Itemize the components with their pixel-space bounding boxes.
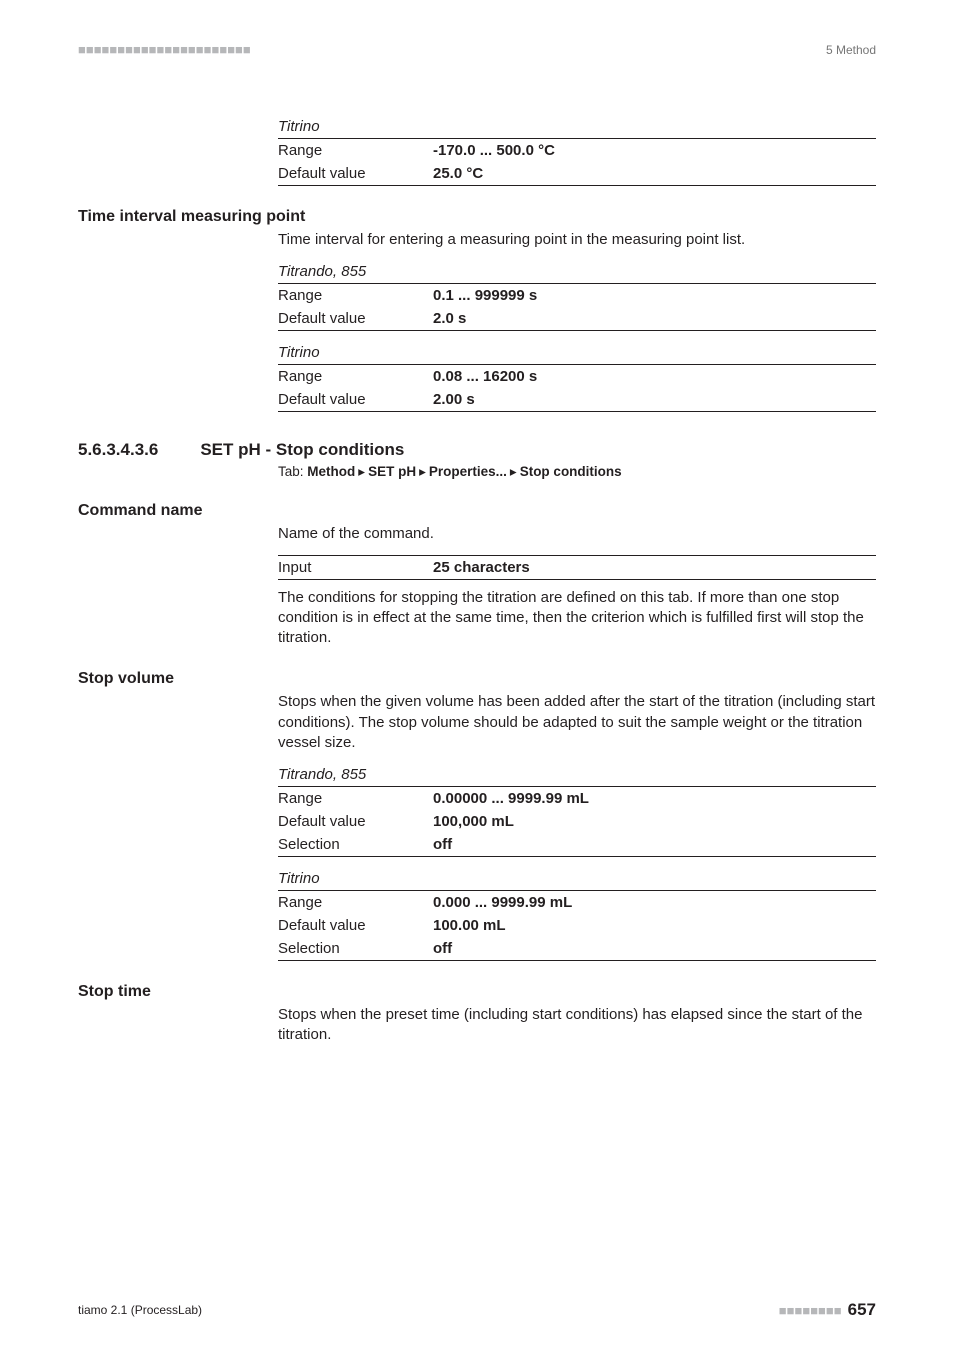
titrino-top-block: Titrino Range-170.0 ... 500.0 °C Default…: [278, 115, 876, 186]
param-key: Range: [278, 139, 433, 162]
param-value: 25 characters: [433, 555, 876, 579]
footer-right: ■■■■■■■■ 657: [779, 1300, 876, 1320]
tab-part: Method: [307, 464, 355, 479]
command-name-content: Name of the command. Input25 characters …: [278, 524, 876, 648]
page-number: 657: [848, 1300, 876, 1320]
heading-stop-time: Stop time: [78, 983, 876, 1001]
param-key: Range: [278, 365, 433, 388]
body-text: Time interval for entering a measuring p…: [278, 230, 876, 250]
param-table: Range0.00000 ... 9999.99 mL Default valu…: [278, 787, 876, 857]
param-key: Range: [278, 891, 433, 914]
param-table: Range-170.0 ... 500.0 °C Default value25…: [278, 139, 876, 186]
variant-block: Titrando, 855 Range0.1 ... 999999 s Defa…: [278, 260, 876, 331]
param-table: Range0.000 ... 9999.99 mL Default value1…: [278, 891, 876, 961]
param-key: Default value: [278, 162, 433, 186]
param-key: Selection: [278, 937, 433, 961]
footer-dashes: ■■■■■■■■: [779, 1303, 842, 1318]
section-heading-row: 5.6.3.4.3.6 SET pH - Stop conditions: [78, 440, 876, 460]
header-section-label: 5 Method: [826, 43, 876, 57]
param-key: Range: [278, 284, 433, 307]
param-key: Input: [278, 555, 433, 579]
heading-stop-volume: Stop volume: [78, 670, 876, 688]
time-interval-content: Time interval for entering a measuring p…: [278, 230, 876, 412]
param-value: 0.1 ... 999999 s: [433, 284, 876, 307]
body-text: Stops when the preset time (including st…: [278, 1005, 876, 1046]
stop-time-content: Stops when the preset time (including st…: [278, 1005, 876, 1046]
stop-volume-content: Stops when the given volume has been add…: [278, 692, 876, 961]
chevron-right-icon: ▸: [355, 464, 368, 479]
param-value: off: [433, 833, 876, 857]
heading-command-name: Command name: [78, 502, 876, 520]
chevron-right-icon: ▸: [507, 464, 520, 479]
input-table: Input25 characters: [278, 555, 876, 580]
param-key: Range: [278, 787, 433, 810]
param-value: 100.00 mL: [433, 914, 876, 937]
variant-block: Titrino Range0.08 ... 16200 s Default va…: [278, 341, 876, 412]
param-value: 0.000 ... 9999.99 mL: [433, 891, 876, 914]
body-text: Name of the command.: [278, 524, 876, 544]
param-value: 2.00 s: [433, 388, 876, 412]
tab-part: Properties...: [429, 464, 507, 479]
variant-label: Titrino: [278, 341, 876, 365]
param-key: Default value: [278, 388, 433, 412]
param-value: off: [433, 937, 876, 961]
param-key: Selection: [278, 833, 433, 857]
param-value: -170.0 ... 500.0 °C: [433, 139, 876, 162]
param-value: 2.0 s: [433, 307, 876, 331]
param-value: 100,000 mL: [433, 810, 876, 833]
param-value: 0.00000 ... 9999.99 mL: [433, 787, 876, 810]
param-key: Default value: [278, 810, 433, 833]
variant-block: Titrino Range0.000 ... 9999.99 mL Defaul…: [278, 867, 876, 961]
param-key: Default value: [278, 307, 433, 331]
tab-part: SET pH: [368, 464, 416, 479]
page: ■■■■■■■■■■■■■■■■■■■■■■ 5 Method Titrino …: [0, 0, 954, 1350]
section-title: SET pH - Stop conditions: [200, 440, 404, 460]
footer: tiamo 2.1 (ProcessLab) ■■■■■■■■ 657: [78, 1300, 876, 1320]
variant-block: Titrando, 855 Range0.00000 ... 9999.99 m…: [278, 763, 876, 857]
variant-label: Titrando, 855: [278, 763, 876, 787]
param-table: Range0.08 ... 16200 s Default value2.00 …: [278, 365, 876, 412]
variant-label: Titrino: [278, 115, 876, 139]
param-value: 25.0 °C: [433, 162, 876, 186]
variant-label: Titrando, 855: [278, 260, 876, 284]
param-table: Range0.1 ... 999999 s Default value2.0 s: [278, 284, 876, 331]
tab-part: Stop conditions: [520, 464, 622, 479]
footer-product: tiamo 2.1 (ProcessLab): [78, 1303, 202, 1317]
tab-label: Tab:: [278, 464, 304, 479]
header-dashes: ■■■■■■■■■■■■■■■■■■■■■■: [78, 42, 251, 57]
section-number: 5.6.3.4.3.6: [78, 440, 158, 460]
variant-label: Titrino: [278, 867, 876, 891]
chevron-right-icon: ▸: [416, 464, 429, 479]
param-value: 0.08 ... 16200 s: [433, 365, 876, 388]
tab-breadcrumb: Tab: Method▸SET pH▸Properties...▸Stop co…: [278, 464, 876, 480]
body-text: Stops when the given volume has been add…: [278, 692, 876, 753]
heading-time-interval: Time interval measuring point: [78, 208, 876, 226]
body-text: The conditions for stopping the titratio…: [278, 588, 876, 649]
param-key: Default value: [278, 914, 433, 937]
header-bar: ■■■■■■■■■■■■■■■■■■■■■■ 5 Method: [78, 42, 876, 57]
